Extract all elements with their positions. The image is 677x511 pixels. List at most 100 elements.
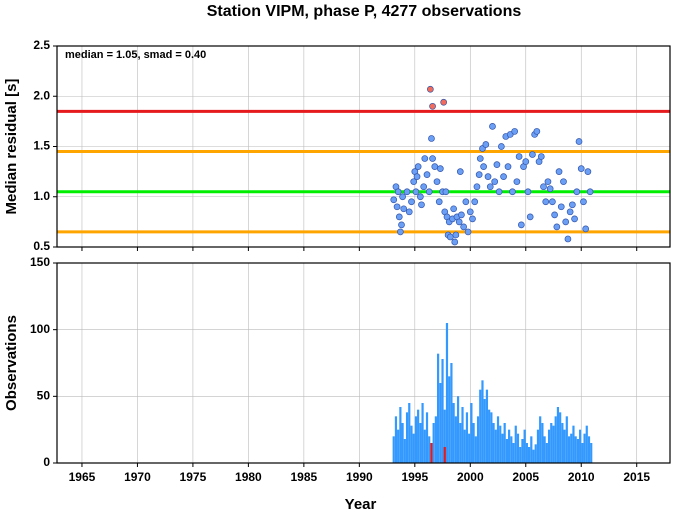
- point: [475, 171, 483, 178]
- bar: [583, 433, 586, 463]
- point: [455, 218, 463, 226]
- bar: [465, 412, 469, 463]
- bar: [483, 399, 486, 463]
- point: [429, 155, 436, 162]
- x-tick-label: 1975: [180, 470, 207, 484]
- point: [433, 178, 441, 186]
- bar: [443, 409, 446, 463]
- y-tick-label: 0.5: [33, 239, 50, 253]
- bar: [508, 429, 511, 463]
- bar: [519, 447, 522, 463]
- bar: [452, 403, 455, 463]
- bar: [523, 429, 526, 463]
- point: [571, 215, 578, 223]
- point: [462, 198, 470, 206]
- point: [458, 211, 465, 219]
- bar: [499, 425, 502, 463]
- bar: [561, 423, 564, 463]
- point: [495, 188, 503, 196]
- x-tick-label: 1990: [346, 470, 373, 484]
- bar: [579, 429, 582, 463]
- x-tick-label: 1995: [401, 470, 428, 484]
- point: [562, 218, 570, 226]
- bar: [576, 439, 580, 463]
- point: [526, 213, 534, 221]
- bar: [545, 443, 548, 463]
- point: [394, 188, 402, 196]
- bar: [410, 425, 413, 463]
- point: [555, 168, 563, 175]
- point: [577, 165, 585, 172]
- point: [393, 203, 401, 211]
- bar: [512, 443, 515, 463]
- bar: [554, 416, 557, 463]
- point: [460, 223, 467, 231]
- bar: [399, 407, 402, 463]
- point: [420, 183, 428, 191]
- bar: [501, 433, 504, 463]
- bar: [474, 436, 477, 463]
- bar: [492, 423, 495, 463]
- point: [504, 163, 512, 170]
- point: [517, 221, 525, 229]
- point: [429, 102, 436, 110]
- bar: [590, 443, 593, 463]
- point: [584, 168, 592, 175]
- bar: [494, 429, 497, 463]
- bar: [450, 363, 453, 463]
- point: [464, 228, 472, 236]
- point: [484, 173, 492, 180]
- bar: [454, 416, 457, 463]
- point: [573, 188, 581, 196]
- point: [423, 171, 431, 178]
- point: [480, 163, 487, 170]
- bar: [470, 403, 473, 463]
- bar: [563, 429, 566, 463]
- bar: [565, 416, 568, 463]
- x-tick-label: 1970: [124, 470, 151, 484]
- bar: [496, 416, 500, 463]
- y-tick-label: 2.0: [33, 88, 50, 102]
- bar: [432, 423, 435, 463]
- point: [560, 178, 567, 186]
- point: [405, 208, 413, 216]
- y-tick-label: 1.0: [33, 189, 50, 203]
- x-tick-label: 2010: [568, 470, 595, 484]
- bar: [463, 429, 466, 463]
- point: [580, 198, 587, 206]
- bar: [394, 416, 398, 463]
- y-axis-label: Observations: [3, 315, 20, 411]
- bar: [534, 444, 537, 463]
- point: [491, 178, 499, 186]
- y-tick-label: 1.5: [33, 139, 50, 153]
- bar: [521, 439, 524, 463]
- point: [426, 85, 434, 93]
- bar: [570, 433, 573, 463]
- point: [400, 205, 408, 213]
- point: [418, 201, 425, 209]
- point: [476, 155, 484, 162]
- bar: [481, 380, 484, 463]
- point: [425, 188, 433, 196]
- bar: [532, 449, 535, 463]
- point: [414, 163, 422, 170]
- bar: [574, 436, 577, 463]
- bar: [559, 412, 562, 463]
- point: [451, 238, 459, 246]
- bar: [441, 359, 444, 463]
- bar: [525, 443, 528, 463]
- bar: [403, 439, 406, 463]
- x-tick-label: 1985: [291, 470, 318, 484]
- point: [397, 228, 404, 236]
- y-tick-label: 2.5: [33, 38, 50, 52]
- bar: [581, 443, 584, 463]
- point: [489, 123, 496, 130]
- point: [436, 165, 444, 172]
- bar: [552, 425, 555, 463]
- point: [564, 235, 572, 243]
- point: [522, 158, 530, 165]
- point: [566, 208, 574, 216]
- y-axis-label: Median residual [s]: [3, 79, 20, 215]
- point: [486, 183, 494, 191]
- point: [586, 188, 594, 196]
